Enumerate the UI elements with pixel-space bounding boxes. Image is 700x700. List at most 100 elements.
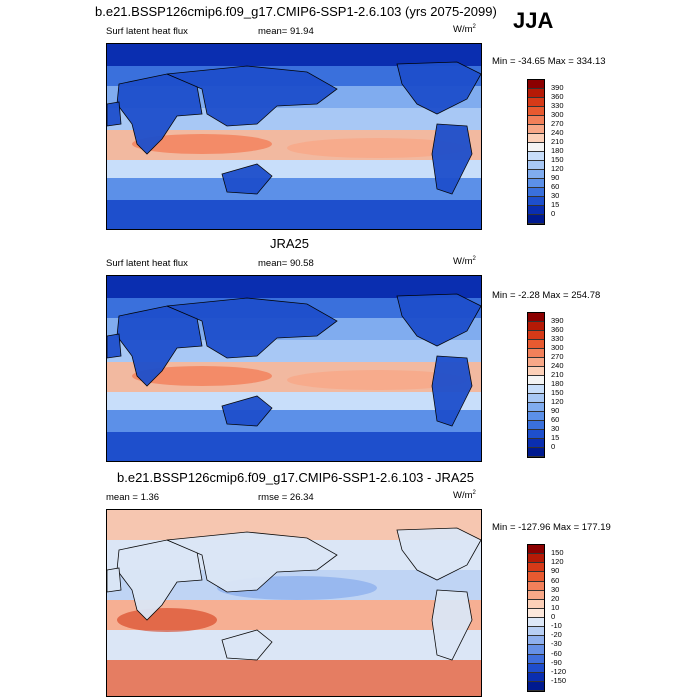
colorbar-swatch bbox=[528, 636, 544, 646]
colorbar-swatch bbox=[528, 188, 544, 197]
colorbar-swatch bbox=[528, 590, 544, 600]
colorbar-swatch bbox=[528, 367, 544, 376]
colorbar-tick-label: 60 bbox=[551, 575, 560, 585]
colorbar-tick-label: -30 bbox=[551, 639, 562, 649]
panel-3-mean-label: mean = 1.36 bbox=[106, 492, 160, 503]
colorbar-tick-label: 120 bbox=[551, 557, 564, 567]
colorbar-tick-label: -20 bbox=[551, 630, 562, 640]
colorbar-swatch bbox=[528, 663, 544, 673]
colorbar-swatch bbox=[528, 215, 544, 224]
colorbar-tick-label: 360 bbox=[551, 92, 564, 101]
colorbar-swatch bbox=[528, 170, 544, 179]
colorbar-tick-label: 0 bbox=[551, 612, 556, 621]
field-band bbox=[107, 432, 481, 461]
colorbar-tick-label: 150 bbox=[551, 155, 564, 164]
panel-1-title: b.e21.BSSP126cmip6.f09_g17.CMIP6-SSP1-2.… bbox=[95, 4, 497, 19]
colorbar-tick-label: 330 bbox=[551, 334, 564, 343]
colorbar-tick-label: 180 bbox=[551, 379, 564, 388]
colorbar-tick-label: -10 bbox=[551, 621, 562, 631]
colorbar-tick-label: 0 bbox=[551, 442, 556, 451]
colorbar-swatch bbox=[528, 349, 544, 358]
continent-outline bbox=[166, 297, 338, 359]
field-band bbox=[107, 160, 481, 178]
colorbar-tick-label: 240 bbox=[551, 361, 564, 370]
colorbar-tick-label: -120 bbox=[551, 666, 567, 676]
panel-3-map bbox=[106, 509, 482, 697]
panel-1-variable-label: Surf latent heat flux bbox=[106, 26, 188, 37]
colorbar-swatch bbox=[528, 394, 544, 403]
colorbar-tick-label: 390 bbox=[551, 316, 564, 325]
panel-3-map-plot bbox=[107, 510, 481, 696]
colorbar-swatch bbox=[528, 107, 544, 116]
continent-outline bbox=[107, 333, 122, 359]
colorbar-swatch bbox=[528, 618, 544, 628]
continent-outline bbox=[107, 101, 122, 127]
panel-2-title: JRA25 bbox=[270, 236, 310, 251]
colorbar-tick-label: 10 bbox=[551, 602, 560, 612]
colorbar-swatch bbox=[528, 681, 544, 691]
colorbar-swatch bbox=[528, 358, 544, 367]
colorbar-swatch bbox=[528, 134, 544, 143]
panel-1-map-plot bbox=[107, 44, 481, 229]
colorbar-swatch bbox=[528, 563, 544, 573]
colorbar-tick-label: 270 bbox=[551, 352, 564, 361]
panel-1-units: W/m2 bbox=[453, 24, 476, 36]
colorbar-tick-label: 60 bbox=[551, 182, 560, 191]
colorbar-swatch bbox=[528, 116, 544, 125]
panel-1-colorbar bbox=[527, 79, 545, 225]
panel-2-units: W/m2 bbox=[453, 256, 476, 268]
colorbar-swatch bbox=[528, 654, 544, 664]
continent-outline bbox=[431, 589, 473, 661]
colorbar-tick-label: 180 bbox=[551, 146, 564, 155]
colorbar-tick-label: 90 bbox=[551, 406, 560, 415]
field-blob bbox=[287, 138, 467, 158]
field-blob bbox=[287, 370, 467, 390]
panel-1-minmax: Min = -34.65 Max = 334.13 bbox=[492, 56, 606, 67]
panel-1-mean-label: mean= 91.94 bbox=[258, 26, 314, 37]
colorbar-swatch bbox=[528, 143, 544, 152]
field-band bbox=[107, 410, 481, 432]
colorbar-tick-label: 150 bbox=[551, 388, 564, 397]
colorbar-swatch bbox=[528, 421, 544, 430]
continent-outline bbox=[166, 531, 338, 593]
colorbar-swatch bbox=[528, 430, 544, 439]
panel-1-map bbox=[106, 43, 482, 230]
field-band bbox=[107, 630, 481, 660]
continent-outline bbox=[431, 355, 473, 427]
colorbar-swatch bbox=[528, 403, 544, 412]
colorbar-swatch bbox=[528, 608, 544, 618]
panel-3-title: b.e21.BSSP126cmip6.f09_g17.CMIP6-SSP1-2.… bbox=[117, 470, 474, 485]
colorbar-swatch bbox=[528, 206, 544, 215]
continent-outline bbox=[396, 527, 481, 581]
colorbar-tick-label: 390 bbox=[551, 83, 564, 92]
colorbar-swatch bbox=[528, 572, 544, 582]
panel-2-variable-label: Surf latent heat flux bbox=[106, 258, 188, 269]
colorbar-tick-label: 300 bbox=[551, 110, 564, 119]
panel-2-map bbox=[106, 275, 482, 462]
colorbar-tick-label: 20 bbox=[551, 593, 560, 603]
panel-2-colorbar bbox=[527, 312, 545, 458]
colorbar-swatch bbox=[528, 80, 544, 89]
colorbar-swatch bbox=[528, 89, 544, 98]
colorbar-swatch bbox=[528, 322, 544, 331]
colorbar-swatch bbox=[528, 599, 544, 609]
panel-2-minmax: Min = -2.28 Max = 254.78 bbox=[492, 290, 601, 301]
colorbar-swatch bbox=[528, 197, 544, 206]
colorbar-tick-label: -90 bbox=[551, 657, 562, 667]
field-band bbox=[107, 200, 481, 229]
colorbar-swatch bbox=[528, 545, 544, 555]
colorbar-tick-label: 30 bbox=[551, 191, 560, 200]
colorbar-swatch bbox=[528, 376, 544, 385]
continent-outline bbox=[166, 65, 338, 127]
panel-2-map-plot bbox=[107, 276, 481, 461]
field-blob bbox=[117, 608, 217, 632]
colorbar-tick-label: 15 bbox=[551, 200, 560, 209]
colorbar-tick-label: 90 bbox=[551, 566, 560, 576]
field-band bbox=[107, 44, 481, 66]
colorbar-tick-label: 0 bbox=[551, 209, 556, 218]
colorbar-swatch bbox=[528, 161, 544, 170]
colorbar-tick-label: 270 bbox=[551, 119, 564, 128]
colorbar-tick-label: 210 bbox=[551, 137, 564, 146]
colorbar-tick-label: 360 bbox=[551, 325, 564, 334]
panel-3-units: W/m2 bbox=[453, 490, 476, 502]
